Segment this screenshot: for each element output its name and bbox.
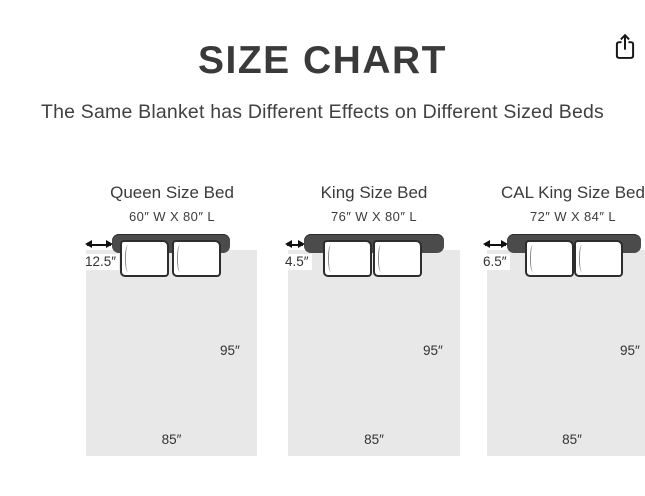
blanket-area [487, 250, 645, 456]
overhang-arrow-icon [285, 240, 305, 249]
share-button[interactable] [612, 30, 642, 62]
pillow-right [373, 240, 422, 277]
blanket-width-label: 85″ [161, 432, 182, 447]
pillow-right [172, 240, 221, 277]
bed-name: CAL King Size Bed [501, 183, 645, 202]
overhang-measurement: 6.5″ [482, 254, 510, 270]
pillow-left [525, 240, 574, 277]
bed-name: Queen Size Bed [110, 183, 234, 202]
bed-dimensions: 72″ W X 84″ L [530, 209, 616, 224]
blanket-width-label: 85″ [562, 432, 582, 447]
bed-dimensions: 60″ W X 80″ L [129, 209, 215, 224]
overhang-measurement: 4.5″ [284, 254, 312, 270]
pillow-left [323, 240, 372, 277]
share-icon [614, 33, 640, 60]
blanket-length-label: 95″ [620, 343, 640, 358]
bed-diagram-cal-king: CAL King Size Bed 72″ W X 84″ L 6.5″ 95″… [473, 176, 645, 466]
subtitle: The Same Blanket has Different Effects o… [40, 100, 605, 123]
overhang-measurement: 12.5″ [84, 254, 120, 270]
bed-dimensions: 76″ W X 80″ L [331, 209, 417, 224]
blanket-length-label: 95″ [220, 343, 240, 358]
page-title: SIZE CHART [198, 39, 447, 83]
bed-diagram-queen: Queen Size Bed 60″ W X 80″ L 12.5″ 95″ 8… [72, 176, 272, 466]
overhang-arrow-icon [85, 240, 113, 249]
overhang-arrow-icon [483, 240, 508, 249]
pillow-left [120, 240, 169, 277]
blanket-width-label: 85″ [364, 432, 384, 447]
bed-diagram-king: King Size Bed 76″ W X 80″ L 4.5″ 95″ 85″ [274, 176, 474, 466]
blanket-area [86, 250, 257, 456]
pillow-right [574, 240, 623, 277]
bed-name: King Size Bed [320, 183, 428, 202]
blanket-area [288, 250, 460, 456]
blanket-length-label: 95″ [423, 343, 443, 358]
